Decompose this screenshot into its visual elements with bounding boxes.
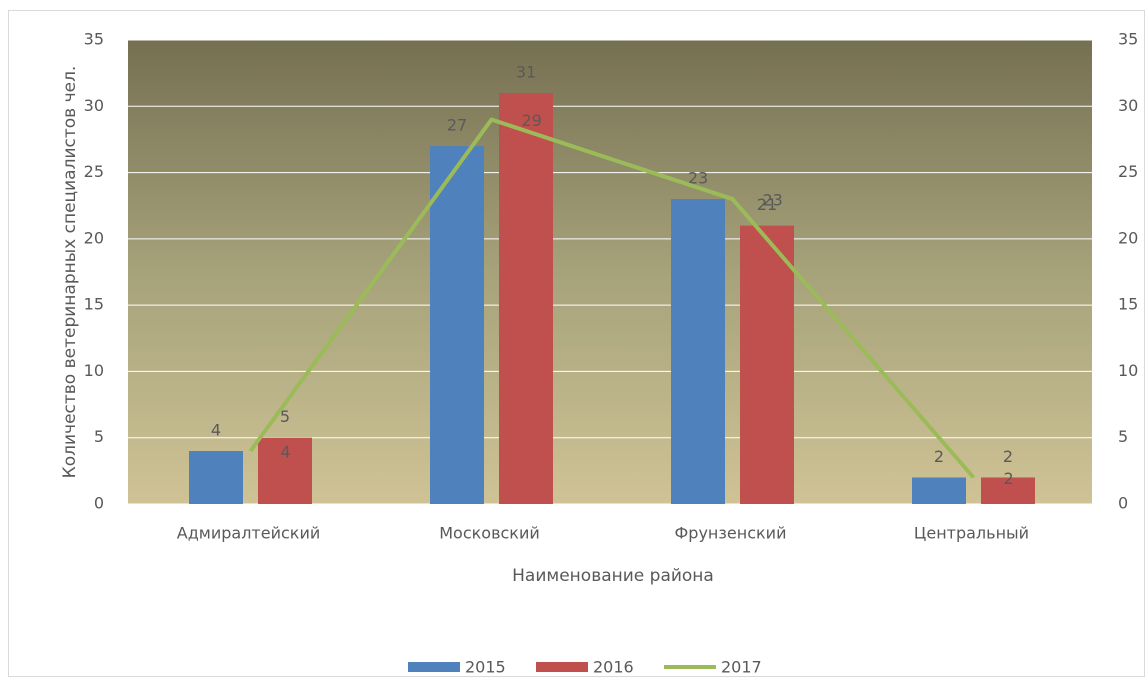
y-tick-label: 10: [84, 361, 104, 380]
bar: [740, 225, 794, 504]
data-label: 4: [211, 420, 221, 439]
y2-tick-label: 15: [1118, 295, 1138, 314]
data-label: 29: [522, 111, 542, 130]
y-tick-label: 20: [84, 228, 104, 247]
line: [248, 117, 976, 479]
bar: [189, 450, 243, 504]
y2-tick-label: 0: [1118, 494, 1128, 513]
y-tick-label: 25: [84, 162, 104, 181]
data-label: 2: [934, 447, 944, 466]
legend-swatch: [536, 662, 588, 672]
x-tick-label: Московский: [439, 524, 540, 543]
x-axis-label: Наименование района: [512, 566, 714, 586]
x-tick-label: Фрунзенский: [675, 524, 787, 543]
bar: [258, 437, 312, 504]
y2-tick-label: 5: [1118, 427, 1128, 446]
y2-tick-label: 10: [1118, 361, 1138, 380]
bar: [499, 93, 553, 505]
bar: [981, 477, 1035, 504]
plot-area: [128, 40, 1092, 504]
legend-label: 2016: [593, 658, 634, 677]
data-label: 21: [757, 195, 777, 214]
y-tick-label: 15: [84, 295, 104, 314]
legend-label: 2015: [465, 658, 506, 677]
data-label: 2: [1004, 469, 1014, 488]
y2-tick-label: 25: [1118, 162, 1138, 181]
y-tick-label: 35: [84, 30, 104, 49]
data-label: 23: [688, 169, 708, 188]
x-tick-label: Адмиралтейский: [177, 524, 320, 543]
data-label: 5: [280, 407, 290, 426]
y-tick-label: 5: [94, 427, 104, 446]
y2-tick-label: 35: [1118, 30, 1138, 49]
y2-tick-label: 30: [1118, 96, 1138, 115]
data-label: 27: [447, 116, 467, 135]
bar: [430, 146, 484, 505]
data-label: 31: [516, 63, 536, 82]
y-tick-label: 30: [84, 96, 104, 115]
y2-tick-label: 20: [1118, 228, 1138, 247]
data-label: 2: [1003, 447, 1013, 466]
x-tick-label: Центральный: [914, 524, 1029, 543]
data-label: 4: [281, 442, 291, 461]
bar: [671, 199, 725, 505]
legend-swatch: [408, 662, 460, 672]
data-label: 23: [763, 191, 783, 210]
y-tick-label: 0: [94, 494, 104, 513]
bar: [912, 477, 966, 504]
y-axis-label: Количество ветеринарных специалистов чел…: [60, 66, 80, 479]
legend-label: 2017: [721, 658, 762, 677]
